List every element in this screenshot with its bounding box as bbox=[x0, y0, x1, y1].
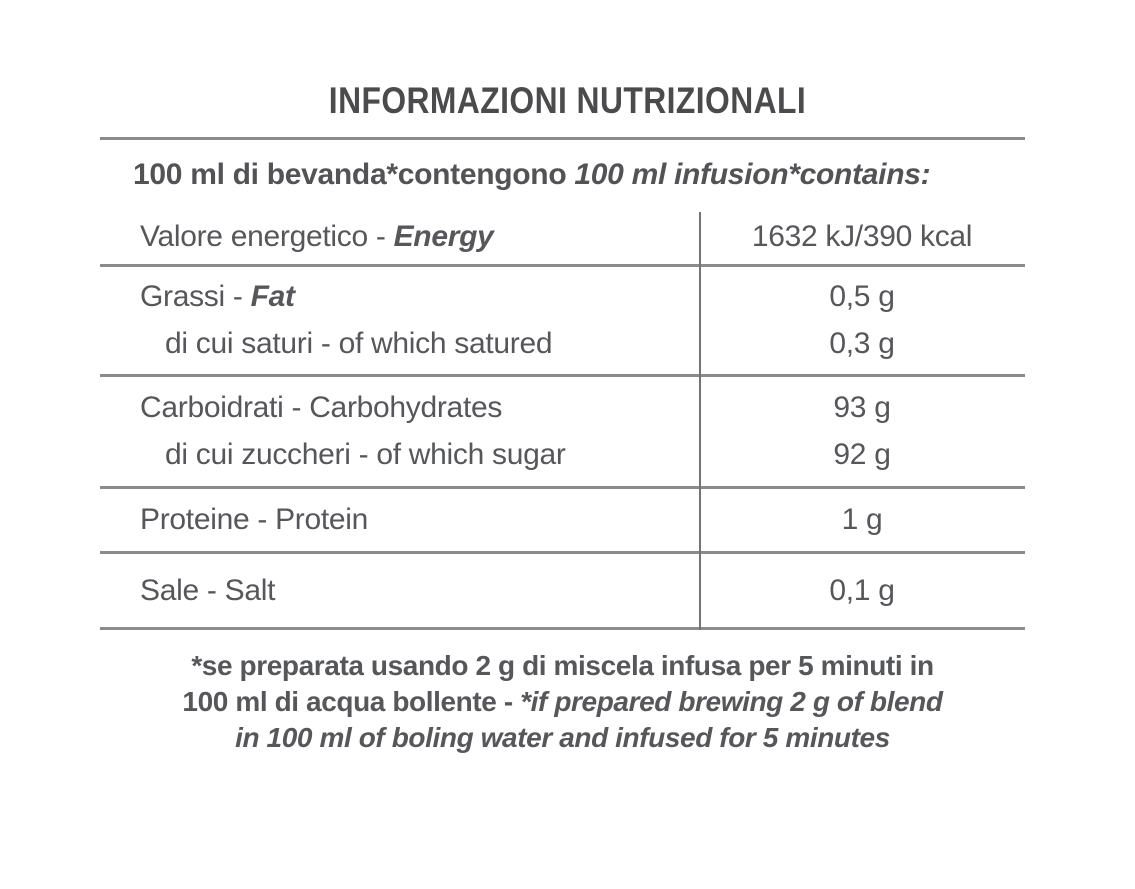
row-label-it: Proteine - Protein bbox=[140, 503, 369, 536]
row-value: 1 g bbox=[841, 503, 883, 536]
footnote-line-3: in 100 ml of boling water and infused fo… bbox=[235, 722, 890, 753]
row-label-en: Fat bbox=[250, 280, 295, 313]
nutrition-table: 100 ml di bevanda*contengono 100 ml infu… bbox=[100, 137, 1025, 630]
row-label-it: di cui saturi - of which satured bbox=[165, 327, 553, 360]
row-label-it: Sale - Salt bbox=[140, 573, 276, 607]
table-row-salt: Sale - Salt 0,1 g bbox=[100, 554, 1025, 630]
footnote-line-2-en: *if prepared brewing 2 g of blend bbox=[520, 686, 943, 717]
row-label-it: Grassi - bbox=[140, 280, 251, 313]
row-label: di cui saturi - of which satured bbox=[100, 327, 699, 361]
table-body: Valore energetico - Energy 1632 kJ/390 k… bbox=[100, 210, 1025, 630]
footnote-line-1: *se preparata usando 2 g di miscela infu… bbox=[191, 650, 934, 681]
page-title: INFORMAZIONI NUTRIZIONALI bbox=[328, 80, 807, 121]
table-row-carbohydrates: Carboidrati - Carbohydrates 93 g di cui … bbox=[100, 377, 1025, 489]
preparation-footnote: *se preparata usando 2 g di miscela infu… bbox=[100, 648, 1025, 756]
row-label: Valore energetico - Energy bbox=[100, 220, 699, 254]
table-subrow-sugar: di cui zuccheri - of which sugar 92 g bbox=[100, 432, 1025, 479]
row-label: Carboidrati - Carbohydrates bbox=[100, 391, 699, 425]
table-row: Valore energetico - Energy 1632 kJ/390 k… bbox=[100, 220, 1025, 254]
row-label-it: Valore energetico - bbox=[140, 220, 394, 253]
row-label: Proteine - Protein bbox=[100, 503, 699, 537]
row-label: Grassi - Fat bbox=[100, 280, 699, 314]
serving-text-en: 100 ml infusion*contains: bbox=[574, 158, 931, 191]
table-row: Proteine - Protein 1 g bbox=[100, 503, 1025, 537]
row-value: 0,3 g bbox=[829, 327, 895, 360]
serving-text-it: 100 ml di bevanda*contengono bbox=[133, 158, 575, 191]
table-row-energy: Valore energetico - Energy 1632 kJ/390 k… bbox=[100, 210, 1025, 267]
row-label: Sale - Salt bbox=[100, 574, 699, 608]
table-row: Carboidrati - Carbohydrates 93 g bbox=[100, 385, 1025, 432]
table-row-fat: Grassi - Fat 0,5 g di cui saturi - of wh… bbox=[100, 267, 1025, 377]
table-row: Grassi - Fat 0,5 g bbox=[100, 274, 1025, 321]
row-value: 0,1 g bbox=[829, 573, 895, 607]
column-divider bbox=[699, 212, 701, 630]
row-label-en: Energy bbox=[393, 220, 494, 253]
table-subrow-saturated: di cui saturi - of which satured 0,3 g bbox=[100, 321, 1025, 368]
table-row: Sale - Salt 0,1 g bbox=[100, 574, 1025, 608]
serving-statement: 100 ml di bevanda*contengono 100 ml infu… bbox=[100, 140, 1025, 210]
row-value: 1632 kJ/390 kcal bbox=[751, 220, 973, 253]
footnote-line-2: 100 ml di acqua bollente - *if prepared … bbox=[100, 684, 1025, 720]
row-value: 0,5 g bbox=[829, 280, 895, 313]
row-label: di cui zuccheri - of which sugar bbox=[100, 438, 699, 472]
row-label-it: Carboidrati - Carbohydrates bbox=[140, 391, 503, 424]
table-row-protein: Proteine - Protein 1 g bbox=[100, 489, 1025, 554]
footnote-line-2-it: 100 ml di acqua bollente - bbox=[182, 686, 521, 717]
row-value: 93 g bbox=[833, 391, 891, 424]
row-value: 92 g bbox=[833, 438, 891, 471]
row-label-it: di cui zuccheri - of which sugar bbox=[165, 438, 566, 471]
